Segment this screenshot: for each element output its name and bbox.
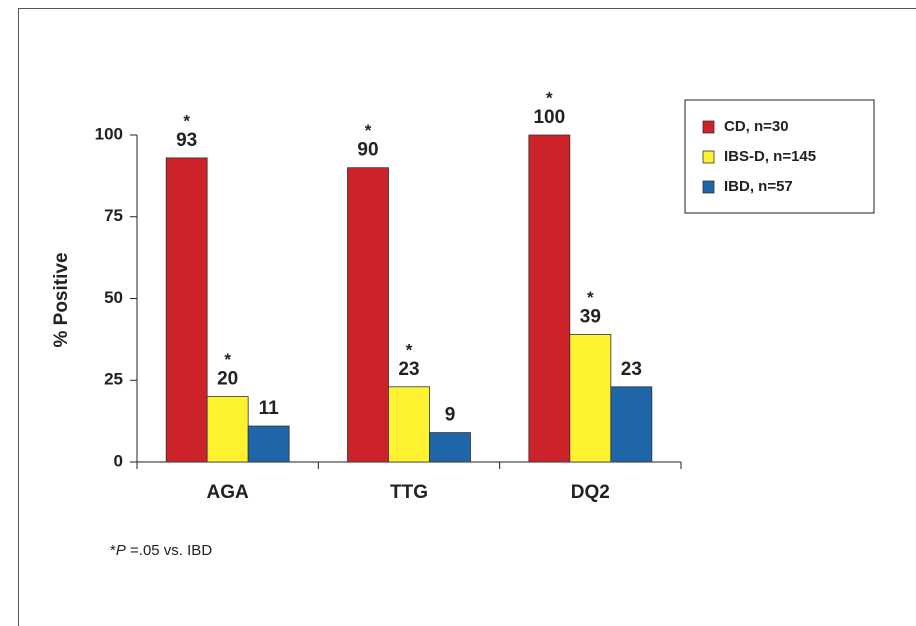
value-label: 39 xyxy=(580,306,601,327)
value-label: 93 xyxy=(176,130,197,151)
x-tick-label: AGA xyxy=(207,482,250,503)
y-tick-label: 25 xyxy=(104,370,123,389)
significance-marker: * xyxy=(224,350,231,369)
legend-swatch xyxy=(702,120,715,134)
y-tick-label: 100 xyxy=(95,124,123,143)
significance-marker: * xyxy=(365,121,372,140)
bar xyxy=(429,432,471,463)
legend-swatch xyxy=(702,180,715,194)
y-tick-label: 50 xyxy=(104,288,123,307)
x-tick-label: DQ2 xyxy=(571,482,610,503)
value-label: 23 xyxy=(621,359,642,380)
legend-label: IBD, n=57 xyxy=(724,178,793,195)
bar xyxy=(388,386,430,463)
value-label: 20 xyxy=(217,369,238,390)
bar xyxy=(347,167,389,463)
footnote-text: =.05 vs. IBD xyxy=(126,542,212,559)
value-label: 90 xyxy=(357,140,378,161)
value-label: 100 xyxy=(533,107,565,128)
bar xyxy=(247,425,290,463)
y-tick-label: 0 xyxy=(114,451,123,470)
bar xyxy=(528,134,571,463)
footnote-italic: P xyxy=(116,542,126,559)
value-label: 9 xyxy=(445,405,456,426)
legend-label: IBS-D, n=145 xyxy=(724,148,816,165)
bar xyxy=(610,386,653,463)
significance-marker: * xyxy=(183,111,190,130)
y-tick-label: 75 xyxy=(104,206,123,225)
significance-marker: * xyxy=(587,288,594,307)
value-label: 23 xyxy=(398,359,419,380)
bar xyxy=(165,157,208,463)
x-tick-label: TTG xyxy=(390,482,428,503)
bar xyxy=(569,334,612,463)
legend-swatch xyxy=(702,150,715,164)
value-label: 11 xyxy=(259,398,280,419)
bar xyxy=(206,396,249,463)
legend-box xyxy=(684,99,875,214)
y-axis-label: % Positive xyxy=(51,252,72,347)
significance-marker: * xyxy=(406,340,413,359)
footnote: *P =.05 vs. IBD xyxy=(110,542,212,559)
footnote-symbol: * xyxy=(110,542,116,559)
significance-marker: * xyxy=(546,88,553,107)
legend-label: CD, n=30 xyxy=(724,118,789,135)
